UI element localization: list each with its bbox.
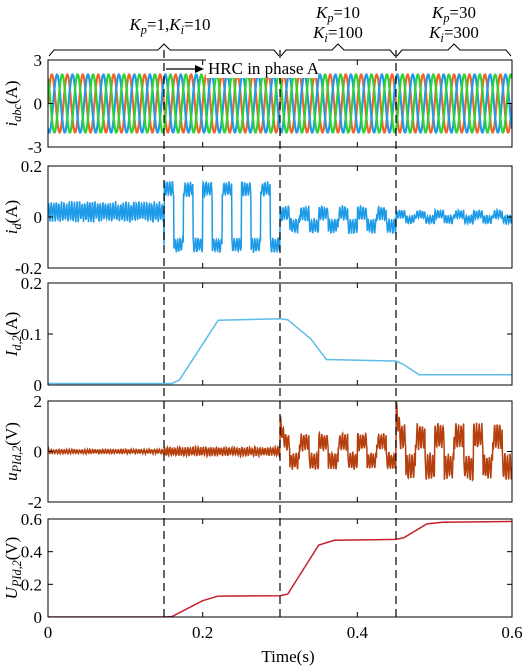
segment-brace <box>396 43 512 57</box>
y-tick-label: 3 <box>34 51 43 70</box>
annotation-segment2-kp: Kp=10 <box>315 3 360 25</box>
y-tick-label: 0 <box>34 376 43 395</box>
y-tick-label: -2 <box>28 493 42 512</box>
series-line-1 <box>48 179 512 254</box>
arrow-head <box>195 65 204 73</box>
panel-3: 0.2 0.1 0 Id,2(A) <box>2 274 513 395</box>
y-tick-label: 0.4 <box>21 543 43 562</box>
panel-5: 0.6 0.4 0.2 0 UPId,2(V) <box>2 510 513 627</box>
y-tick-label: 0.2 <box>21 157 42 176</box>
x-tick-label: 0.2 <box>192 623 213 642</box>
y-tick-label: 0 <box>34 95 43 114</box>
x-tick-label: 0.6 <box>501 623 522 642</box>
y-tick-label: 0.6 <box>21 510 42 529</box>
y-tick-label: 0.1 <box>21 325 42 344</box>
y-tick-label: 0.2 <box>21 274 42 293</box>
segment-brace <box>48 43 280 57</box>
y-tick-label: 2 <box>34 392 43 411</box>
y-axis-label: uPId,2(V) <box>2 422 24 481</box>
y-tick-label: -0.2 <box>15 259 42 278</box>
x-tick-label: 0 <box>44 623 53 642</box>
y-tick-label: 0 <box>34 608 43 627</box>
annotation-segment3-kp: Kp=30 <box>431 3 476 25</box>
y-tick-label: -3 <box>28 138 42 157</box>
y-tick-label: 0.2 <box>21 575 42 594</box>
y-axis-label: UPId,2(V) <box>2 537 24 600</box>
annotation-segment2-ki: Ki=100 <box>312 23 363 45</box>
series-line-1 <box>48 317 512 385</box>
arrow-label-bg <box>206 58 318 78</box>
annotation-segment3-ki: Ki=300 <box>428 23 479 45</box>
panel-2: 0.2 0 -0.2 id(A) <box>2 157 513 278</box>
y-axis-label: Id,2(A) <box>2 312 24 358</box>
arrow-label: HRC in phase A <box>208 59 320 78</box>
y-axis-label: id(A) <box>2 200 24 234</box>
x-axis-label: Time(s) <box>261 647 314 666</box>
y-tick-label: 0 <box>34 443 43 462</box>
y-axis-label: iabc(A) <box>2 81 24 127</box>
y-tick-label: 0 <box>34 208 43 227</box>
x-tick-label: 0.4 <box>347 623 369 642</box>
segment-brace <box>280 43 396 57</box>
series-line-1 <box>48 520 512 617</box>
annotation-segment1: Kp=1,Ki=10 <box>128 15 210 37</box>
